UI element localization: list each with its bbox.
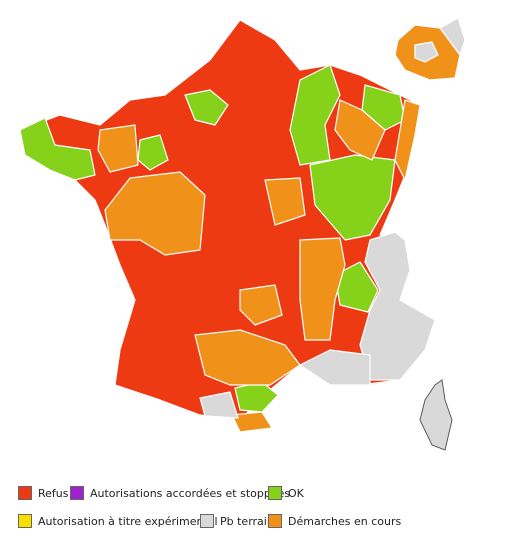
region (239, 284, 283, 326)
legend-label: Pb terrain (220, 514, 274, 528)
region (394, 99, 421, 181)
region (264, 177, 306, 226)
legend-label: Démarches en cours (288, 514, 402, 528)
region (137, 134, 169, 171)
region (414, 41, 439, 63)
region (299, 237, 346, 341)
legend-label: Autorisation à titre expérimental (38, 514, 218, 528)
region (334, 99, 386, 161)
legend-item: Autorisations accordées et stoppées (70, 486, 290, 500)
region (199, 391, 239, 419)
legend-item: Démarches en cours (268, 514, 401, 528)
region (299, 349, 371, 386)
legend-swatch (18, 486, 32, 500)
region (104, 171, 206, 256)
legend-swatch (70, 486, 84, 500)
region (194, 329, 301, 386)
region (231, 411, 273, 433)
corsica-outline (419, 379, 453, 451)
legend-item: OK (268, 486, 304, 500)
region (184, 89, 229, 126)
legend-label: OK (288, 486, 304, 500)
legend-label: Refus (38, 486, 69, 500)
region (19, 117, 96, 181)
legend-item: Refus (18, 486, 69, 500)
legend-swatch (268, 514, 282, 528)
region (334, 261, 379, 313)
legend-swatch (268, 486, 282, 500)
legend-item: Pb terrain (200, 514, 274, 528)
legend-label: Autorisations accordées et stoppées (90, 486, 291, 500)
region (97, 124, 139, 173)
region (359, 231, 436, 381)
legend-swatch (200, 514, 214, 528)
region (439, 17, 466, 56)
legend-item: Autorisation à titre expérimental (18, 514, 218, 528)
france-map (19, 17, 466, 451)
legend-swatch (18, 514, 32, 528)
region (289, 64, 341, 166)
